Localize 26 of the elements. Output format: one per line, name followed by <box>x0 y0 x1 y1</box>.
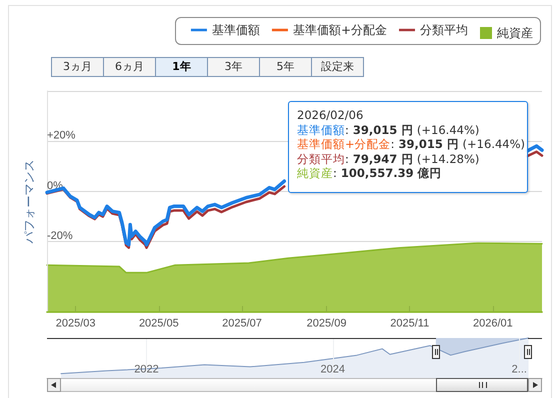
x-tick-label: 2025/03 <box>56 318 96 330</box>
annotation: 基準価額: 39,015 円 (+16.44%) <box>297 122 480 137</box>
text: 6ヵ月 <box>103 57 156 77</box>
annotation: 純資産: 100,557.39 億円 <box>297 166 443 180</box>
text: 3ヵ月 <box>51 57 104 77</box>
text: 5年 <box>259 57 312 77</box>
annotation: 基準価額+分配金: 39,015 円 (+16.44%) <box>297 137 526 152</box>
legend-label: 基準価額 <box>212 23 260 37</box>
legend-label: 分類平均 <box>420 23 468 37</box>
x-tick-label: 2025/09 <box>306 318 346 330</box>
x-tick-label: 2... <box>512 364 527 376</box>
x-tick-label: 2025/11 <box>390 318 430 330</box>
legend-label: 基準価額+分配金 <box>292 23 388 37</box>
text: 設定来 <box>311 57 364 77</box>
y-tick-label: +20% <box>47 130 76 142</box>
legend-label: 純資産 <box>497 26 533 40</box>
x-tick-label: 2025/07 <box>222 318 262 330</box>
text: 3年 <box>207 57 260 77</box>
x-tick-label: 2026/01 <box>473 318 513 330</box>
annotation: 分類平均: 79,947 円 (+14.28%) <box>297 152 480 166</box>
x-tick-label: 2024 <box>320 364 346 376</box>
y-tick-label: -20% <box>47 230 73 242</box>
text: 1年 <box>155 57 208 77</box>
x-tick-label: 2025/05 <box>138 318 179 330</box>
annotation: 2026/02/06 <box>297 108 364 122</box>
y-axis-title: パフォーマンス <box>22 160 36 244</box>
